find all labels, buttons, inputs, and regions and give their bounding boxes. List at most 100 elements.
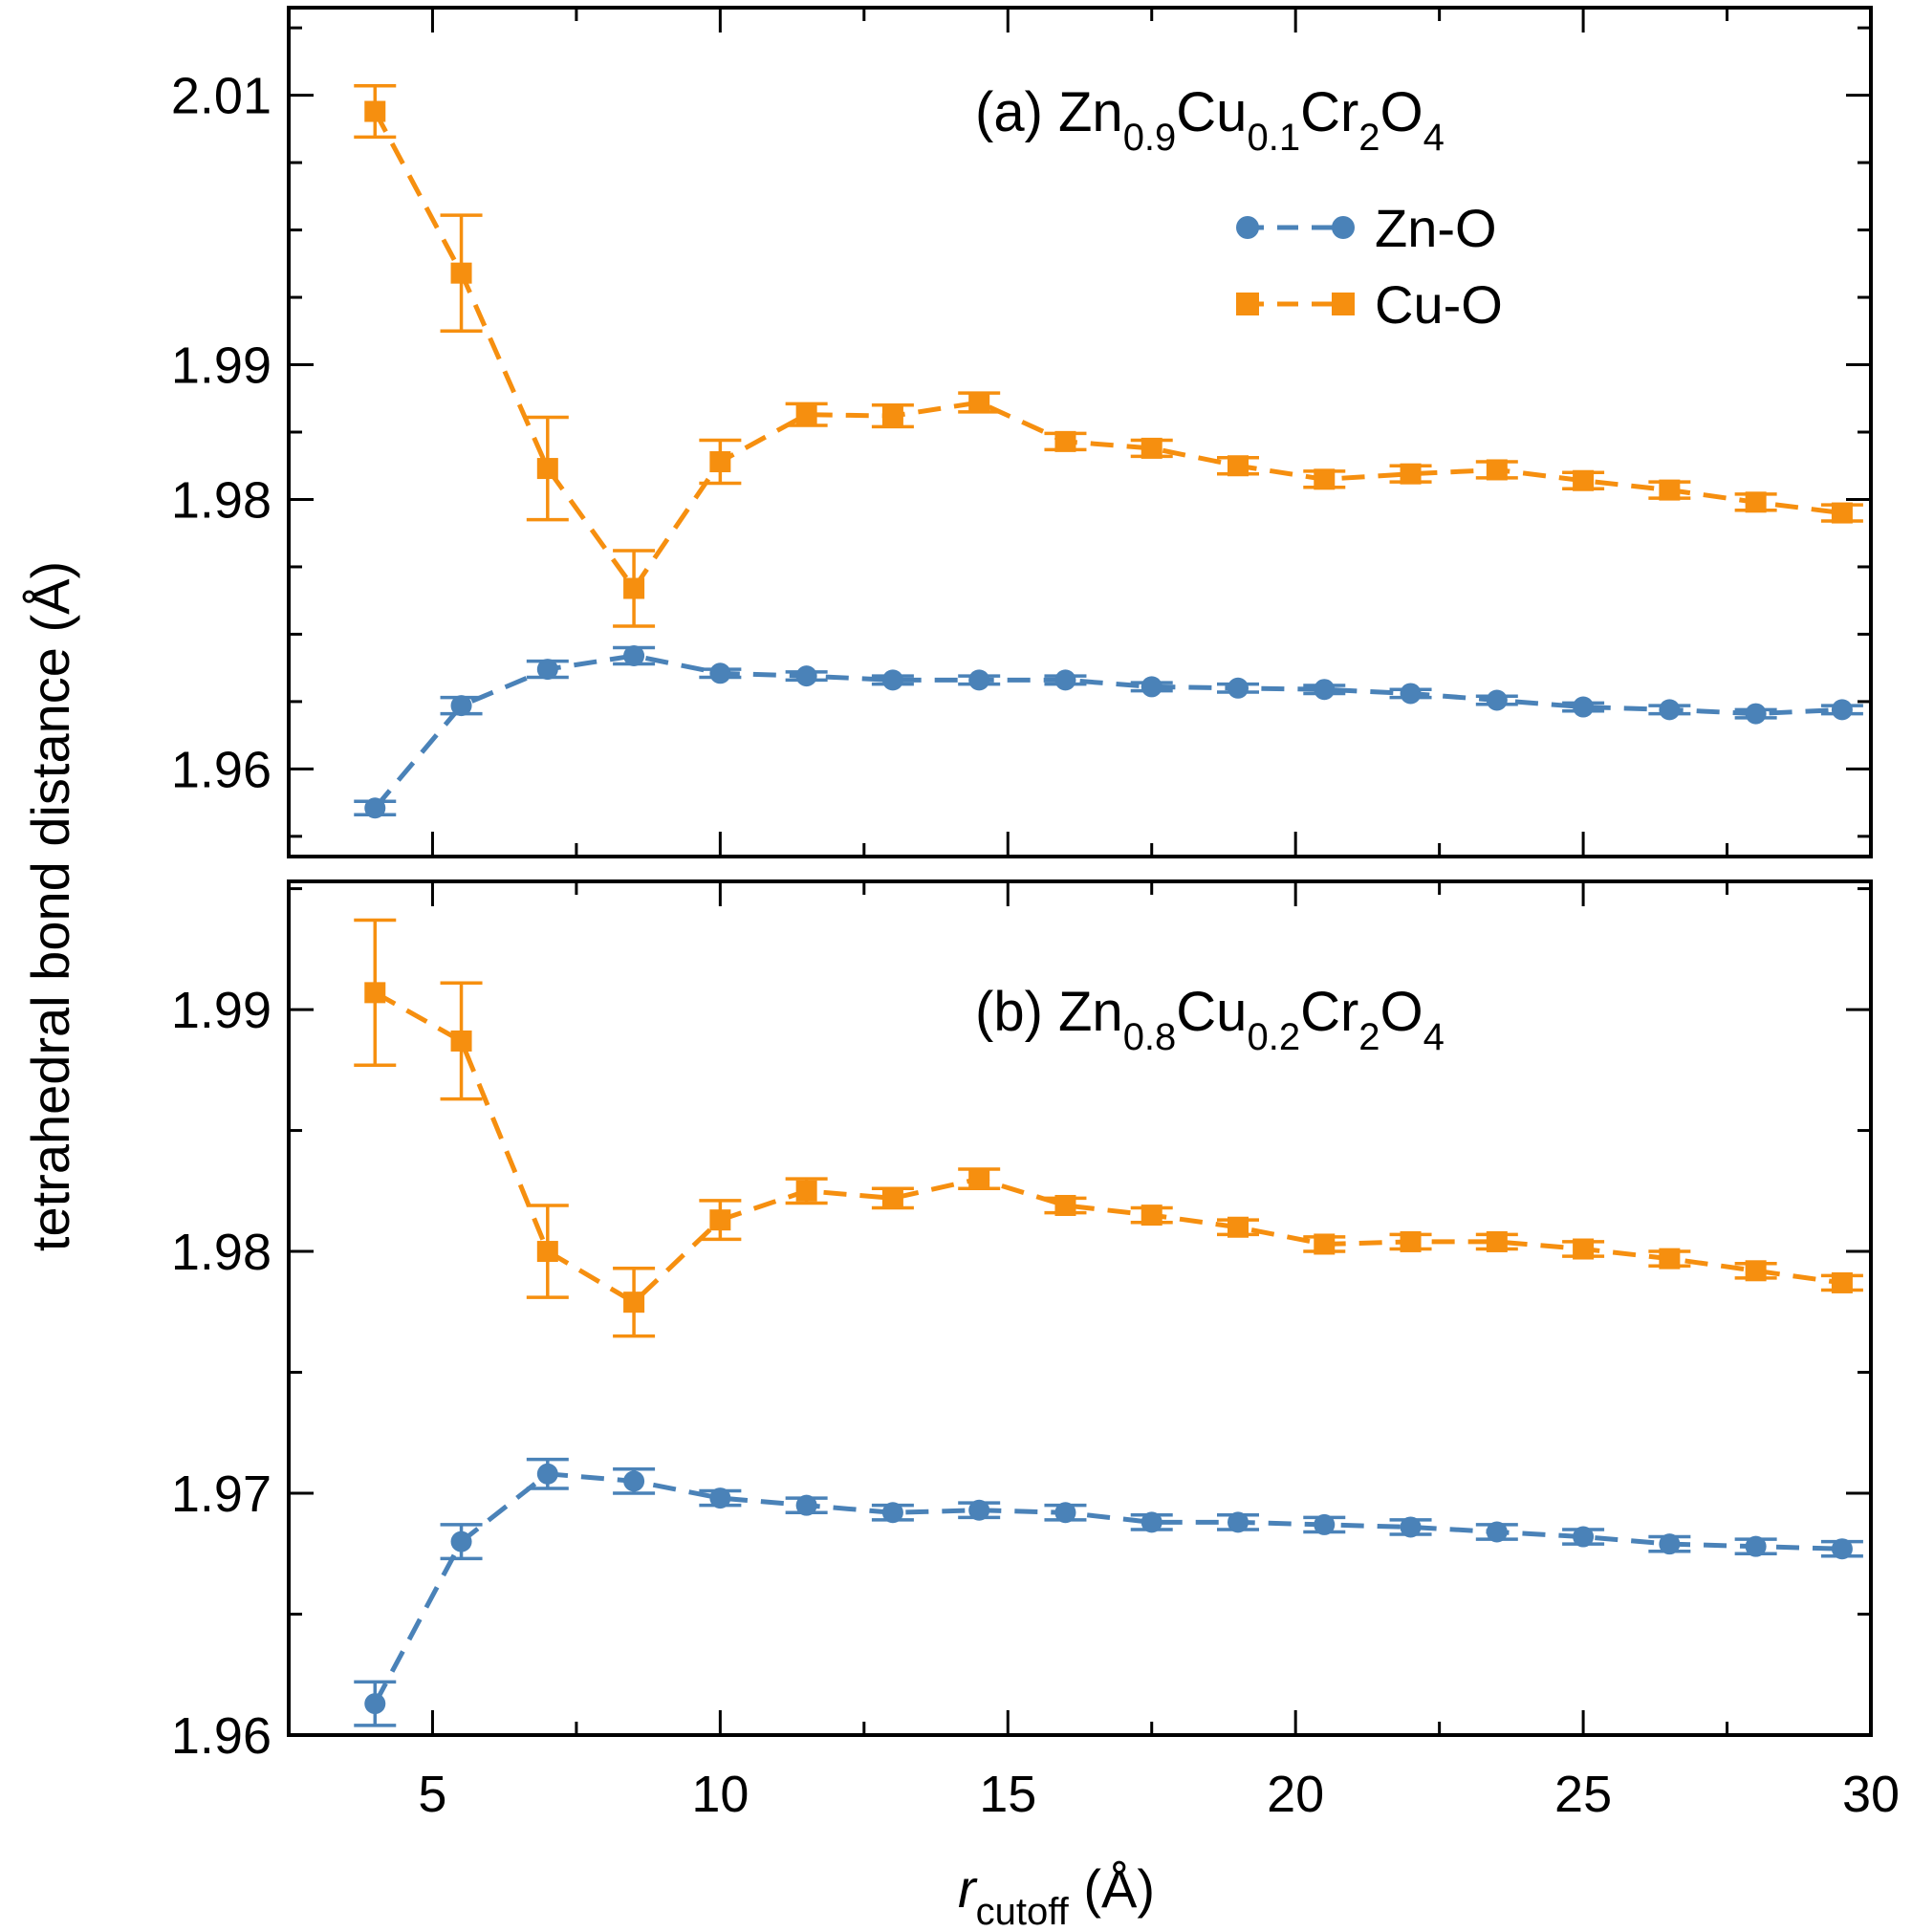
panel-a-cuo-point: [623, 577, 645, 599]
panel-a-cuo-point: [536, 458, 558, 480]
panel-a-cuo-point: [1400, 463, 1422, 485]
panel-a-cuo-point: [1573, 469, 1595, 491]
panel-a-zno-point: [1831, 699, 1853, 721]
panel-b-zno-point: [1400, 1516, 1422, 1538]
panel-a-zno-point: [795, 665, 817, 687]
panel-a-title: (a) Zn0.9Cu0.1Cr2O4: [975, 81, 1445, 159]
panel-a-cuo-point: [709, 451, 731, 473]
panel-b-cuo-point: [1486, 1230, 1508, 1252]
panel-b-zno-point: [1314, 1513, 1336, 1535]
legend-zn-label: Zn-O: [1375, 198, 1497, 258]
panel-b-zno-point: [968, 1499, 990, 1521]
panel-b-cuo-line: [374, 990, 1843, 1306]
legend-zn-marker-end: [1332, 216, 1355, 239]
xtick-label: 20: [1267, 1766, 1324, 1823]
panel-b-zno-point: [1228, 1511, 1249, 1533]
panel-a-zno-point: [536, 659, 558, 681]
panel-b-zno-point: [1054, 1502, 1076, 1524]
panel-b-zno-point: [623, 1470, 645, 1492]
panel-b-cuo-point: [1745, 1260, 1767, 1282]
x-axis-title: rcutoff (Å): [958, 1858, 1155, 1932]
panel-b-ytick-label: 1.99: [171, 982, 272, 1039]
panel-b-cuo-point: [1141, 1205, 1162, 1226]
panel-b-ytick-label: 1.98: [171, 1224, 272, 1281]
panel-b-cuo-point: [536, 1241, 558, 1263]
panel-a-cuo-point: [450, 262, 472, 284]
panel-a-zno-point: [1400, 683, 1422, 705]
panel-b-frame: [287, 879, 1873, 1737]
panel-a-cuo-point: [968, 391, 990, 413]
panel-b-zno-point: [709, 1487, 731, 1509]
panel-b-cuo-point: [364, 982, 386, 1004]
panel-b-zno-point: [1486, 1521, 1508, 1543]
panel-b-zno-line: [373, 1471, 1842, 1705]
xtick-label: 5: [418, 1766, 446, 1823]
panel-a-zno-point: [1314, 679, 1336, 701]
xtick-label: 25: [1554, 1766, 1612, 1823]
panel-a-cuo-point: [1659, 479, 1681, 501]
legend-zn-marker: [1236, 216, 1259, 239]
panel-b-zno-point: [1141, 1511, 1162, 1533]
panel-b-zno-point: [1659, 1533, 1681, 1555]
panel-a-cuo-point: [1486, 459, 1508, 481]
panel-a-zno-point: [1659, 699, 1681, 721]
panel-b-cuo-point: [1659, 1248, 1681, 1270]
panel-b-cuo-point: [1573, 1238, 1595, 1260]
legend-cu-label: Cu-O: [1375, 274, 1503, 335]
panel-b-zno-point: [1573, 1526, 1595, 1548]
panel-a-cuo-point: [1314, 468, 1336, 490]
panel-a-zno-point: [1573, 696, 1595, 718]
panel-b-zno-point: [1745, 1535, 1767, 1557]
panel-b-cuo-point: [881, 1187, 903, 1209]
panel-b-zno-point: [795, 1494, 817, 1516]
panel-a-zno-point: [623, 644, 645, 666]
panel-a-cuo-point: [881, 405, 903, 427]
panel-a-zno-point: [709, 662, 731, 684]
panel-a-cuo-line: [373, 110, 1843, 593]
panel-a-cuo-point: [1054, 430, 1076, 452]
panel-a-ytick-label: 1.99: [171, 337, 272, 395]
legend-cu-marker: [1236, 293, 1259, 315]
panel-a-zno-point: [1054, 669, 1076, 691]
panel-a-cuo-point: [795, 403, 817, 425]
panel-a-zno-line: [373, 653, 1843, 810]
panel-b: 1.96 1.97 1.98 1.99 5 10 15 20 25 30: [171, 879, 1900, 1823]
panel-a-ytick-label: 1.98: [171, 471, 272, 529]
panel-a-zno-point: [450, 695, 472, 717]
panel-b-zno-point: [364, 1693, 386, 1715]
panel-b-cuo-point: [1314, 1233, 1336, 1255]
panel-b-ytick-label: 1.97: [171, 1465, 272, 1523]
panel-b-cuo-point: [1400, 1230, 1422, 1252]
panel-a-zno-point: [1141, 676, 1162, 698]
panel-b-title: (b) Zn0.8Cu0.2Cr2O4: [975, 981, 1445, 1058]
panel-a-zno-point: [1745, 703, 1767, 725]
panel-b-cuo-point: [1228, 1216, 1249, 1238]
panel-b-cuo-point: [709, 1209, 731, 1231]
panel-b-cuo-point: [623, 1292, 645, 1313]
panel-b-zno-point: [1831, 1538, 1853, 1560]
panel-b-cuo-point: [968, 1168, 990, 1190]
panel-a-cuo-point: [1228, 455, 1249, 477]
xtick-label: 15: [979, 1766, 1036, 1823]
panel-b-cuo-point: [450, 1030, 472, 1052]
panel-a: 1.96 1.98 1.99 2.01: [171, 6, 1873, 858]
panel-a-ytick-label: 1.96: [171, 741, 272, 798]
panel-b-zno-point: [881, 1502, 903, 1524]
panel-b-zno-point: [450, 1530, 472, 1552]
panel-a-cuo-point: [1745, 491, 1767, 513]
panel-b-cuo-point: [1831, 1271, 1853, 1293]
panel-b-ytick-label: 1.96: [171, 1707, 272, 1765]
panel-a-zno-point: [1228, 677, 1249, 699]
panel-a-cuo-point: [364, 100, 386, 122]
panel-a-zno-point: [1486, 689, 1508, 711]
panel-a-ytick-label: 2.01: [171, 68, 272, 125]
panel-a-cuo-point: [1141, 437, 1162, 459]
panel-a-zno-point: [968, 669, 990, 691]
panel-a-zno-point: [364, 797, 386, 819]
legend-cu-marker-end: [1332, 293, 1355, 315]
panel-a-zno-point: [881, 669, 903, 691]
xtick-label: 10: [691, 1766, 749, 1823]
legend: Zn-O Cu-O: [1236, 198, 1503, 335]
panel-b-zno-point: [536, 1463, 558, 1485]
y-axis-title: tetrahedral bond distance (Å): [20, 561, 80, 1251]
